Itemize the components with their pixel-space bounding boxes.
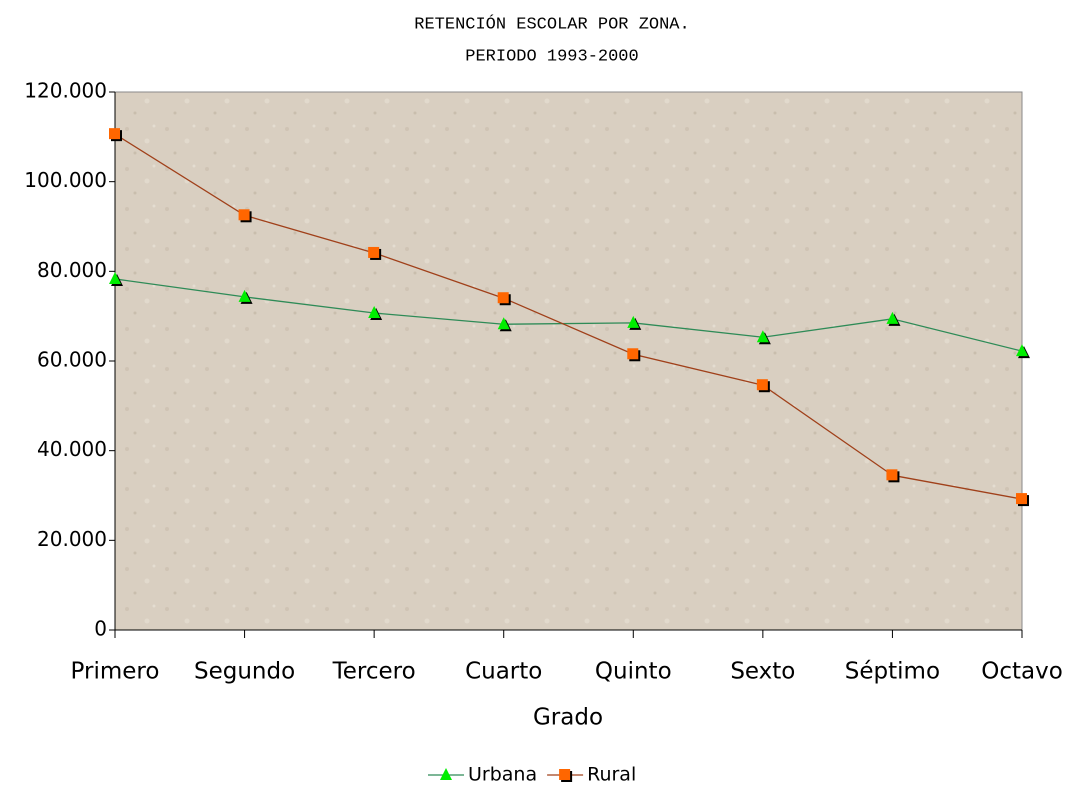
x-tick-label: Quinto [595, 659, 672, 685]
x-tick-label: Segundo [194, 659, 295, 685]
data-point [109, 271, 121, 284]
data-point [627, 315, 640, 328]
legend-marker [440, 768, 452, 780]
data-point [1016, 344, 1028, 357]
data-point [627, 348, 639, 360]
series-line [114, 133, 1023, 500]
legend-label: Urbana [468, 764, 537, 786]
y-tick-label: 40.000 [37, 437, 107, 461]
data-point [756, 330, 769, 343]
x-tick-label: Séptimo [845, 659, 940, 685]
chart-subtitle: PERIODO 1993-2000 [465, 47, 638, 66]
data-point [1016, 493, 1027, 505]
x-tick-label: Primero [71, 659, 160, 685]
series-line [114, 278, 1023, 352]
data-point [886, 311, 899, 324]
y-tick-label: 60.000 [37, 348, 107, 372]
legend-marker [559, 769, 571, 780]
y-tick-label: 0 [94, 617, 107, 641]
data-point [368, 306, 381, 319]
chart-title: RETENCIÓN ESCOLAR POR ZONA. [414, 14, 689, 34]
data-point [756, 379, 768, 391]
plot-area [114, 91, 1023, 631]
y-tick-label: 80.000 [37, 258, 107, 282]
data-point [497, 317, 510, 330]
data-point [238, 209, 250, 221]
y-tick-label: 20.000 [37, 527, 107, 551]
x-tick-label: Sexto [730, 659, 795, 685]
data-point [238, 289, 251, 302]
data-point [109, 128, 120, 140]
x-axis-label: Grado [533, 705, 603, 731]
data-point [497, 292, 509, 304]
y-tick-label: 120.000 [24, 79, 107, 103]
data-point [368, 246, 380, 258]
data-point [886, 469, 898, 481]
x-tick-label: Cuarto [465, 659, 542, 685]
x-tick-label: Octavo [981, 659, 1063, 685]
x-tick-label: Tercero [332, 659, 416, 685]
y-tick-label: 100.000 [24, 168, 107, 192]
legend-label: Rural [587, 764, 636, 786]
